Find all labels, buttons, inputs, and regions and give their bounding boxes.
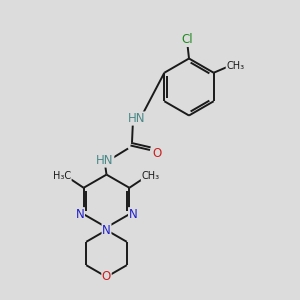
Text: CH₃: CH₃ [141, 171, 159, 181]
Text: CH₃: CH₃ [226, 61, 244, 71]
Text: O: O [152, 147, 161, 161]
Text: Cl: Cl [182, 33, 193, 46]
Text: N: N [76, 208, 84, 221]
Text: H₃C: H₃C [53, 171, 71, 182]
Text: N: N [129, 208, 137, 221]
Text: HN: HN [96, 154, 114, 167]
Text: HN: HN [128, 112, 145, 125]
Text: O: O [102, 270, 111, 284]
Text: N: N [102, 224, 111, 237]
